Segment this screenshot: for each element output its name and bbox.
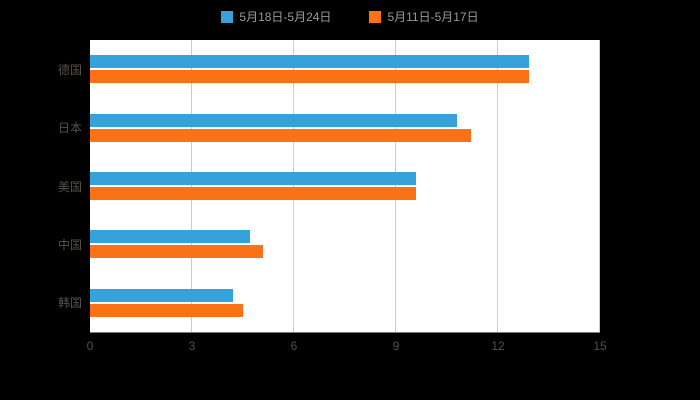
- legend-item-week-may11-17[interactable]: 5月11日-5月17日: [369, 8, 479, 25]
- bar: [90, 245, 264, 259]
- bar: [90, 171, 417, 185]
- legend-swatch-blue: [221, 10, 234, 23]
- bar: [90, 230, 250, 244]
- gridline: [191, 40, 192, 332]
- bar: [90, 303, 243, 317]
- legend: 5月18日-5月24日 5月11日-5月17日: [0, 8, 700, 25]
- x-tick-label: 12: [491, 339, 505, 353]
- x-tick-label: 0: [86, 339, 94, 353]
- bar-group: [90, 40, 600, 98]
- bar-group: [90, 215, 600, 273]
- bar-group: [90, 157, 600, 215]
- bar: [90, 70, 529, 84]
- y-axis-labels: 德国日本美国中国韩国: [0, 40, 82, 332]
- bar: [90, 113, 458, 127]
- y-axis-label: 韩国: [57, 296, 82, 311]
- x-tick-label: 15: [593, 339, 607, 353]
- bar: [90, 186, 417, 200]
- y-axis-label: 美国: [57, 179, 82, 194]
- y-axis-label: 日本: [57, 121, 82, 136]
- plot-area: [90, 40, 600, 333]
- x-tick-label: 9: [392, 339, 400, 353]
- x-axis: 0 3 6 9 12 15: [86, 339, 607, 355]
- legend-label: 5月11日-5月17日: [387, 10, 479, 24]
- y-axis-label: 德国: [57, 62, 82, 77]
- legend-label: 5月18日-5月24日: [239, 10, 332, 24]
- gridline: [395, 40, 396, 332]
- gridline: [599, 40, 600, 332]
- bar: [90, 55, 529, 69]
- bar: [90, 128, 471, 142]
- x-tick-label: 3: [188, 339, 196, 353]
- legend-swatch-orange: [369, 10, 382, 23]
- y-axis-label: 中国: [57, 237, 82, 252]
- bar-group: [90, 274, 600, 332]
- legend-item-week-may18-24[interactable]: 5月18日-5月24日: [221, 8, 331, 25]
- bar: [90, 288, 233, 302]
- gridline: [497, 40, 498, 332]
- bar-group: [90, 98, 600, 156]
- x-tick-label: 6: [290, 339, 298, 353]
- gridline: [293, 40, 294, 332]
